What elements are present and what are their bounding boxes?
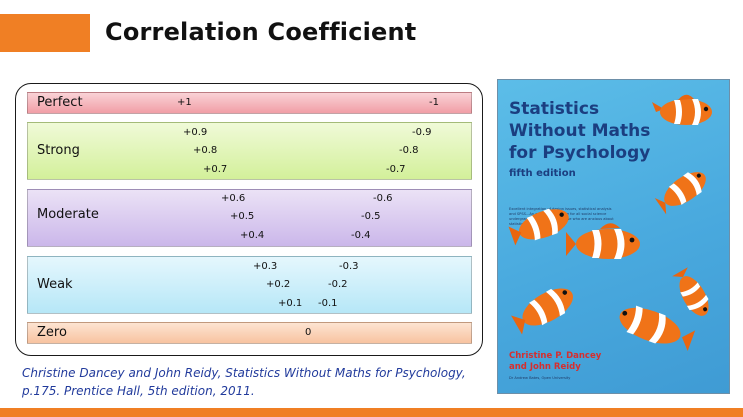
value-negative: -0.2 [328, 279, 348, 290]
book-cover: Statistics Without Maths for Psychology … [497, 79, 730, 394]
title-accent-bar [0, 14, 90, 52]
clownfish-icon [566, 223, 640, 259]
clownfish-icon [654, 172, 706, 215]
value-positive: +0.4 [240, 230, 265, 241]
value-negative: -1 [429, 97, 439, 108]
value-negative: -0.3 [339, 261, 359, 272]
clownfish-icon [619, 305, 696, 352]
value-positive: +0.8 [193, 145, 218, 156]
value-negative: -0.6 [373, 193, 393, 204]
value-positive: +0.5 [230, 211, 255, 222]
correlation-scale-frame: Perfect +1 -1 Strong +0.9 +0.8 +0.7 -0.9… [15, 83, 483, 356]
clownfish-icon [672, 267, 709, 316]
book-blurb-source: Dr Andrew Bates, Open University [509, 376, 571, 380]
band-strong: Strong +0.9 +0.8 +0.7 -0.9 -0.8 -0.7 [27, 122, 472, 180]
value-positive: +1 [177, 97, 192, 108]
band-label-moderate: Moderate [37, 207, 99, 222]
band-label-strong: Strong [37, 143, 80, 158]
band-label-weak: Weak [37, 277, 73, 292]
value-negative: -0.8 [399, 145, 419, 156]
band-perfect: Perfect +1 -1 [27, 92, 472, 114]
book-edition: fifth edition [509, 168, 576, 179]
value-negative: -0.4 [351, 230, 371, 241]
book-authors: Christine P. Dancey and John Reidy [509, 351, 602, 372]
value-positive: +0.1 [278, 298, 303, 309]
band-label-zero: Zero [37, 325, 67, 340]
slide-title: Correlation Coefficient [105, 18, 417, 46]
value-negative: -0.5 [361, 211, 381, 222]
value-negative: -0.7 [386, 164, 406, 175]
band-label-perfect: Perfect [37, 95, 83, 110]
clownfish-icon [652, 94, 712, 125]
band-moderate: Moderate +0.6 +0.5 +0.4 -0.6 -0.5 -0.4 [27, 189, 472, 247]
book-title: Statistics Without Maths for Psychology [509, 99, 651, 163]
clownfish-icon [511, 288, 573, 335]
value-negative: -0.9 [412, 127, 432, 138]
bottom-accent-bar [0, 408, 743, 417]
value-positive: +0.2 [266, 279, 291, 290]
clownfish-icon [508, 208, 569, 246]
band-weak: Weak +0.3 +0.2 +0.1 -0.3 -0.2 -0.1 [27, 256, 472, 314]
citation: Christine Dancey and John Reidy, Statist… [22, 366, 466, 398]
value-positive: +0.7 [203, 164, 228, 175]
band-zero: Zero 0 [27, 322, 472, 344]
value-positive: +0.6 [221, 193, 246, 204]
value-negative: -0.1 [318, 298, 338, 309]
value-positive: +0.9 [183, 127, 208, 138]
value-zero: 0 [305, 327, 312, 338]
value-positive: +0.3 [253, 261, 278, 272]
